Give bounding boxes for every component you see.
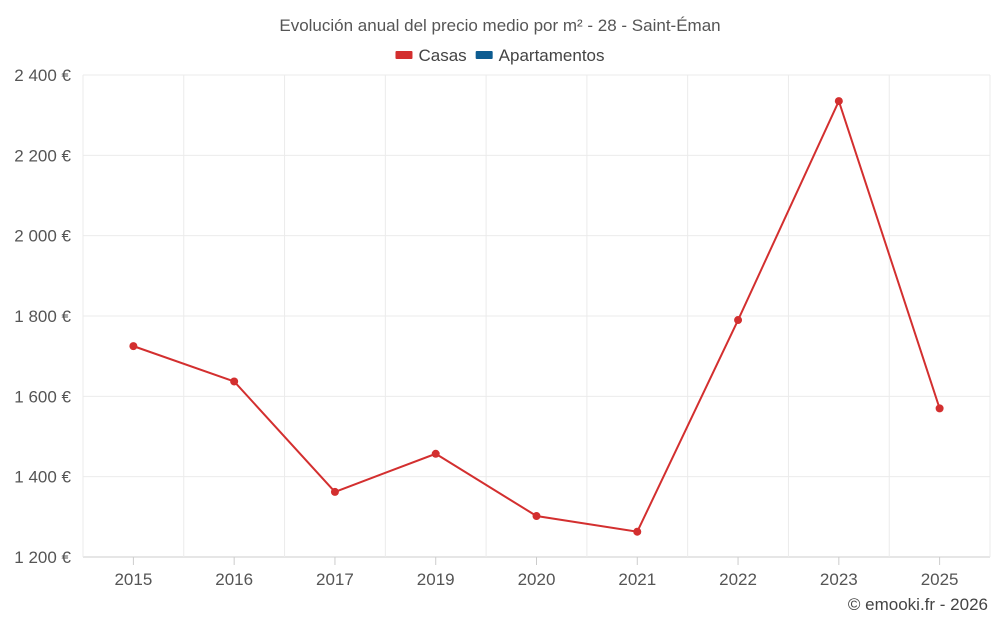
data-point-casas[interactable] xyxy=(935,404,944,413)
y-tick-label: 2 200 € xyxy=(14,146,71,165)
x-tick-label: 2016 xyxy=(215,570,253,589)
grid xyxy=(82,74,991,558)
data-point-casas[interactable] xyxy=(734,316,743,325)
data-point-casas[interactable] xyxy=(532,512,541,521)
x-tick-label: 2025 xyxy=(921,570,959,589)
chart-title: Evolución anual del precio medio por m² … xyxy=(279,16,720,35)
y-tick-label: 1 400 € xyxy=(14,468,71,487)
y-tick-label: 2 400 € xyxy=(14,66,71,85)
legend-swatch-casas[interactable] xyxy=(395,51,413,59)
data-point-casas[interactable] xyxy=(633,527,642,536)
x-tick-label: 2020 xyxy=(518,570,556,589)
copyright-text: © emooki.fr - 2026 xyxy=(848,595,988,614)
data-point-casas[interactable] xyxy=(834,97,843,106)
legend-label-apartamentos[interactable]: Apartamentos xyxy=(499,46,605,65)
legend-label-casas[interactable]: Casas xyxy=(418,46,466,65)
legend-swatch-apartamentos[interactable] xyxy=(475,51,493,59)
data-point-casas[interactable] xyxy=(129,342,138,351)
x-tick-label: 2021 xyxy=(618,570,656,589)
x-tick-label: 2017 xyxy=(316,570,354,589)
x-tick-label: 2022 xyxy=(719,570,757,589)
x-tick-label: 2023 xyxy=(820,570,858,589)
y-tick-label: 1 200 € xyxy=(14,548,71,567)
axes: 1 200 € 1 400 € 1 600 € 1 800 € 2 000 € 2 200… xyxy=(14,66,958,589)
x-tick-label: 2019 xyxy=(417,570,455,589)
y-tick-label: 1 600 € xyxy=(14,387,71,406)
x-tick-label: 2015 xyxy=(114,570,152,589)
series-group xyxy=(129,97,944,536)
data-point-casas[interactable] xyxy=(431,449,440,458)
data-point-casas[interactable] xyxy=(230,377,239,386)
data-point-casas[interactable] xyxy=(330,487,339,496)
legend: Casas Apartamentos xyxy=(395,46,605,65)
y-tick-label: 2 000 € xyxy=(14,227,71,246)
y-tick-label: 1 800 € xyxy=(14,307,71,326)
